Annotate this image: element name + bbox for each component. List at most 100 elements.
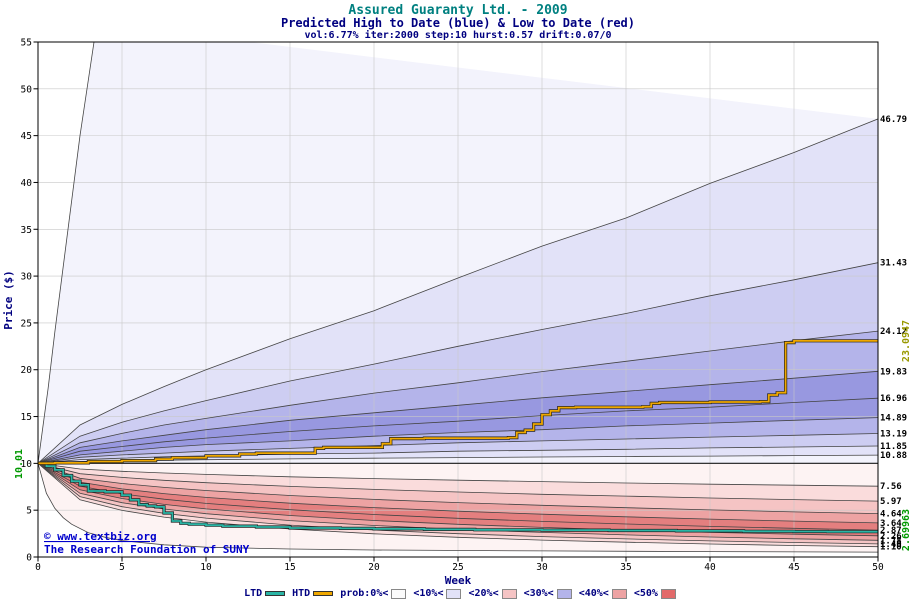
- watermark-org: The Research Foundation of SUNY: [44, 543, 250, 556]
- probability-band-swatch: [501, 588, 517, 599]
- price-level-label: 3.64: [880, 519, 902, 529]
- chart-params: vol:6.77% iter:2000 step:10 hurst:0.57 d…: [304, 29, 611, 41]
- ltd-final-price-label: 2.69963: [901, 509, 912, 551]
- legend-band: <40%<: [579, 588, 627, 599]
- axes: [33, 41, 879, 562]
- x-tick-label: 45: [788, 562, 799, 573]
- x-tick-label: 15: [284, 562, 295, 573]
- boundary-line: [38, 118, 878, 464]
- probability-band-swatch: [660, 588, 676, 599]
- axis-labels: 0 5 10 15 20 25 30 35 40 45 50 0 5 10 15 20 25 30 35 40 45 50…: [21, 38, 908, 574]
- x-tick-label: 25: [452, 562, 463, 573]
- legend-band-label: <20%<: [468, 588, 499, 599]
- y-tick-label: 55: [21, 38, 32, 49]
- price-level-label: 10.88: [880, 451, 907, 461]
- chart-title: Assured Guaranty Ltd. - 2009: [348, 3, 567, 18]
- boundary-line: [38, 397, 878, 464]
- price-level-label: 4.64: [880, 510, 902, 520]
- x-tick-label: 10: [200, 562, 212, 573]
- boundary-line: [38, 417, 878, 464]
- legend-series-label: LTD: [244, 588, 263, 599]
- legend-band: <10%<: [413, 588, 462, 599]
- legend-band-label: <30%<: [523, 588, 554, 599]
- price-level-label: 31.43: [880, 259, 907, 269]
- ltd-line-swatch: [265, 591, 286, 596]
- boundary-line: [38, 462, 878, 548]
- price-level-label: 1.40: [880, 540, 902, 550]
- probability-band-swatch: [446, 588, 462, 599]
- legend-band: <30%<: [524, 588, 572, 599]
- price-level-label: 5.97: [880, 497, 902, 507]
- x-tick-label: 35: [620, 562, 631, 573]
- boundary-line: [38, 42, 95, 464]
- x-tick-label: 50: [872, 562, 884, 573]
- legend-band-label: prob:0%<: [340, 588, 389, 599]
- legend-series-ltd: LTD: [244, 588, 286, 599]
- y-tick-label: 10: [21, 459, 33, 470]
- price-level-label: 19.83: [880, 367, 907, 377]
- legend-band: <20%<: [468, 588, 517, 599]
- boundary-line: [38, 462, 878, 502]
- htd-line-swatch: [313, 591, 334, 596]
- price-level-label: 7.56: [880, 482, 902, 492]
- x-tick-label: 30: [536, 562, 548, 573]
- price-level-label: 1.10: [880, 543, 902, 553]
- legend-band-label: <50%: [633, 588, 658, 599]
- low-prob-band: [38, 463, 878, 553]
- y-tick-label: 25: [21, 318, 32, 329]
- legend-band-label: <40%<: [578, 588, 609, 599]
- probability-band-swatch: [611, 588, 627, 599]
- x-tick-label: 40: [704, 562, 716, 573]
- y-axis-title: Price ($): [2, 270, 15, 330]
- y-tick-label: 45: [21, 131, 32, 142]
- price-level-label: 2.87: [880, 526, 902, 536]
- price-level-label: 11.85: [880, 442, 907, 452]
- price-level-label: 13.19: [880, 429, 907, 439]
- x-tick-label: 0: [35, 562, 41, 573]
- price-level-label: 1.78: [880, 536, 902, 546]
- low-prob-band: [38, 463, 878, 514]
- y-tick-label: 15: [21, 412, 32, 423]
- legend-band: prob:0%<: [340, 588, 407, 599]
- probability-band-swatch: [391, 588, 407, 599]
- htd-final-price-label: 23.0947: [901, 320, 912, 362]
- y-tick-label: 5: [26, 506, 32, 517]
- price-level-label: 24.12: [880, 327, 907, 337]
- y-tick-label: 30: [21, 272, 33, 283]
- boundary-line: [38, 462, 878, 514]
- price-level-label: 14.89: [880, 414, 907, 424]
- legend-band: <50%: [634, 588, 676, 599]
- boundary-line: [38, 433, 878, 464]
- boundary-line: [38, 330, 878, 464]
- chart-subtitle: Predicted High to Date (blue) & Low to D…: [281, 16, 635, 30]
- legend: LTD HTD prob:0%< <10%< <20%< <30%< <40%< <50%: [0, 588, 920, 599]
- boundary-line: [38, 462, 878, 487]
- boundary-line: [38, 445, 878, 464]
- price-level-label: 2.26: [880, 532, 902, 542]
- y-tick-label: 35: [21, 225, 32, 236]
- x-tick-label: 20: [368, 562, 380, 573]
- x-tick-label: 5: [119, 562, 125, 573]
- y-tick-label: 20: [21, 365, 33, 376]
- watermark-link[interactable]: © www.textbiz.org: [44, 530, 157, 543]
- start-price-label: 10.01: [14, 449, 25, 479]
- htd-ltd-lines: [38, 339, 878, 534]
- htd-line: [38, 339, 878, 465]
- boundary-line: [38, 462, 878, 524]
- y-tick-label: 0: [26, 553, 32, 564]
- legend-series-htd: HTD: [292, 588, 334, 599]
- chart-plot-area: 0 5 10 15 20 25 30 35 40 45 50 0 5 10 15 20 25 30 35 40 45 50…: [21, 38, 908, 574]
- boundary-line: [38, 262, 878, 464]
- legend-band-label: <10%<: [413, 588, 444, 599]
- price-level-label: 16.96: [880, 394, 907, 404]
- boundary-line: [38, 370, 878, 464]
- ltd-line: [38, 462, 878, 533]
- probability-band-swatch: [556, 588, 572, 599]
- boundary-line: [38, 462, 878, 541]
- x-axis-title: Week: [445, 574, 472, 587]
- y-tick-label: 40: [21, 178, 33, 189]
- boundary-line: [38, 463, 878, 553]
- price-level-label: 46.79: [880, 115, 907, 125]
